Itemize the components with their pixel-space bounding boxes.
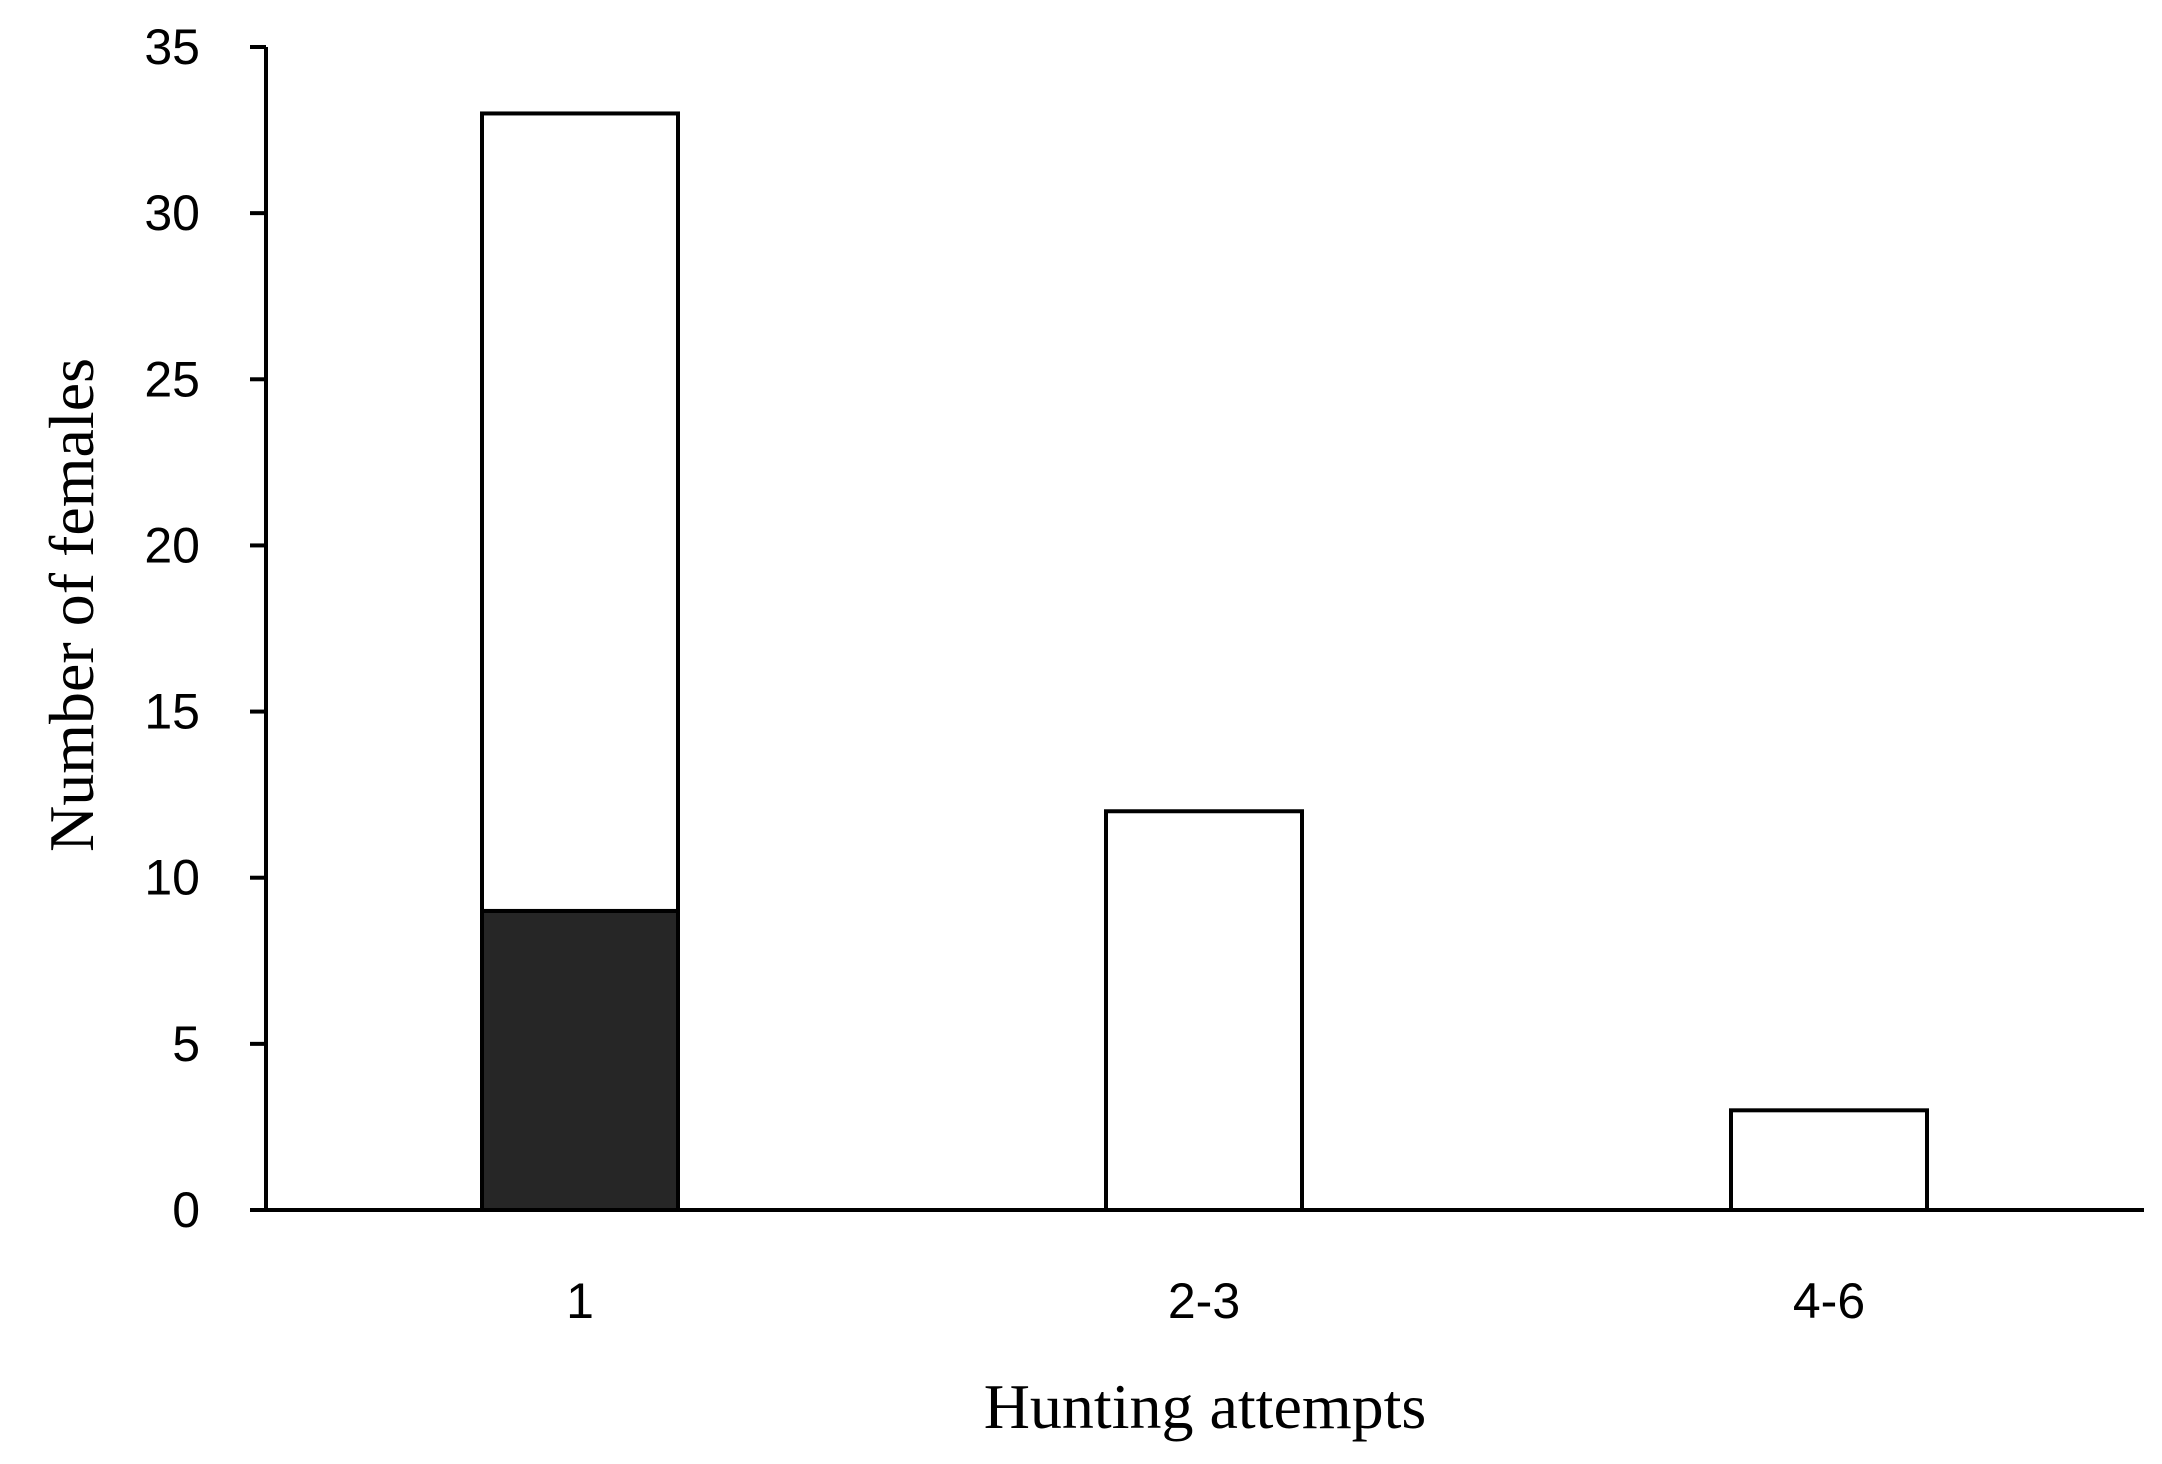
x-tick-label: 4-6 — [1793, 1273, 1865, 1329]
bar-segment-dark — [480, 908, 680, 1212]
x-tick-label: 1 — [566, 1273, 594, 1329]
y-tick-label: 30 — [144, 185, 200, 241]
y-axis-title: Number of females — [36, 358, 107, 852]
bar-segment-light — [1729, 1108, 1929, 1213]
y-tick-label: 5 — [172, 1016, 200, 1072]
bars-layer — [480, 111, 1929, 1213]
axes-layer — [264, 47, 2144, 1212]
y-tick-label: 35 — [144, 19, 200, 75]
y-tick-label: 0 — [172, 1182, 200, 1238]
bar-segment-light — [1104, 809, 1304, 1212]
y-tick-label: 10 — [144, 850, 200, 906]
y-ticks: 0 5 10 15 20 25 30 35 — [144, 19, 266, 1238]
y-tick-label: 25 — [144, 351, 200, 407]
bar-segment-light — [480, 111, 680, 913]
x-axis-title: Hunting attempts — [984, 1371, 1427, 1442]
y-tick-label: 20 — [144, 517, 200, 573]
x-tick-label: 2-3 — [1168, 1273, 1240, 1329]
x-ticks: 1 2-3 4-6 — [566, 1273, 1865, 1329]
y-tick-label: 15 — [144, 684, 200, 740]
